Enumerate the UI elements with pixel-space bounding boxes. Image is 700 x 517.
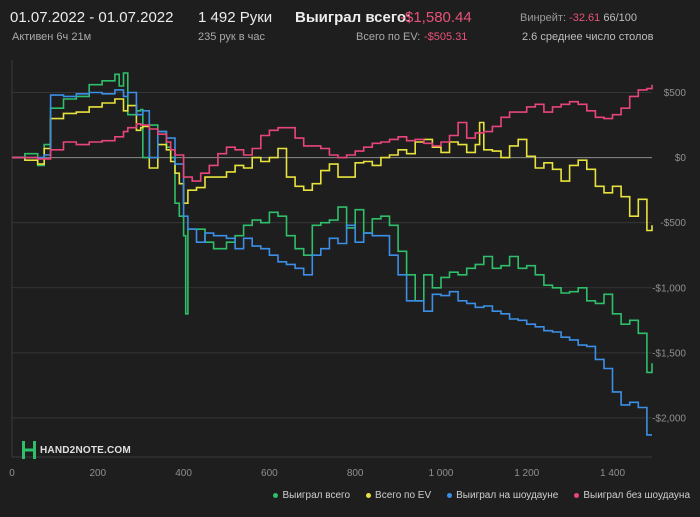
x-tick-label: 1 200 <box>514 468 539 479</box>
ev-value: -$505.31 <box>424 31 468 43</box>
hands-count: 1 492 Руки <box>198 9 273 26</box>
ev-label: Всего по EV: <box>356 31 421 43</box>
legend-item-showdown[interactable]: Выиграл на шоудауне <box>447 490 558 501</box>
won-total-label: Выиграл всего: <box>295 9 412 26</box>
series-line-1 <box>12 98 653 232</box>
y-tick-label: -$1,500 <box>652 348 686 359</box>
stats-header: 01.07.2022 - 01.07.2022 Активен 6ч 21м 1… <box>0 0 700 48</box>
x-tick-label: 400 <box>175 468 192 479</box>
y-axis-ticks: $500 $0 -$500 -$1,000 -$1,500 -$2,000 <box>652 88 686 424</box>
legend-dot <box>574 493 580 498</box>
legend-label: Выиграл всего <box>282 490 351 501</box>
y-tick-label: $0 <box>675 153 687 164</box>
x-tick-label: 200 <box>89 468 106 479</box>
y-tick-label: -$2,000 <box>652 413 686 424</box>
x-tick-label: 1 000 <box>428 468 453 479</box>
legend-label: Выиграл на шоудауне <box>456 490 559 501</box>
x-tick-label: 0 <box>9 468 15 479</box>
won-total-value: -$1,580.44 <box>400 9 472 26</box>
legend-dot <box>447 493 453 498</box>
chart-legend: Выиграл всего Всего по EV Выиграл на шоу… <box>273 490 690 501</box>
y-tick-label: $500 <box>664 88 687 99</box>
legend-dot <box>366 493 372 498</box>
legend-item-non-showdown[interactable]: Выиграл без шоудауна <box>574 490 690 501</box>
chart-grid <box>11 60 652 458</box>
winrate-value: -32.61 <box>569 12 601 24</box>
hand2note-logo: HAND2NOTE.COM <box>22 441 131 459</box>
hand2note-logo-text: HAND2NOTE.COM <box>40 444 131 456</box>
active-duration: Активен 6ч 21м <box>12 31 92 43</box>
y-tick-label: -$1,000 <box>652 283 686 294</box>
y-tick-label: -$500 <box>660 218 686 229</box>
x-tick-label: 600 <box>261 468 278 479</box>
series-line-3 <box>12 84 653 182</box>
legend-label: Выиграл без шоудауна <box>583 490 690 501</box>
legend-item-ev[interactable]: Всего по EV <box>366 490 431 501</box>
x-tick-label: 1 400 <box>600 468 625 479</box>
legend-dot <box>273 493 279 498</box>
x-tick-label: 800 <box>347 468 364 479</box>
winrate-label: Винрейт: <box>520 12 567 24</box>
chart-series <box>12 72 653 436</box>
date-range: 01.07.2022 - 01.07.2022 <box>10 9 174 26</box>
x-axis-ticks: 0 200 400 600 800 1 000 1 200 1 400 <box>9 468 625 479</box>
winrate: Винрейт: -32.61 66/100 <box>520 12 637 24</box>
avg-tables: 2.6 среднее число столов <box>522 31 654 43</box>
hands-per-hour: 235 рук в час <box>198 31 266 43</box>
legend-label: Всего по EV <box>375 490 432 501</box>
profit-chart: $500 $0 -$500 -$1,000 -$1,500 -$2,000 0 200 400… <box>9 60 686 479</box>
hand2note-logo-icon <box>22 441 36 459</box>
series-line-2 <box>12 89 652 436</box>
winrate-unit: 66/100 <box>603 12 638 24</box>
legend-item-won-total[interactable]: Выиграл всего <box>273 490 350 501</box>
